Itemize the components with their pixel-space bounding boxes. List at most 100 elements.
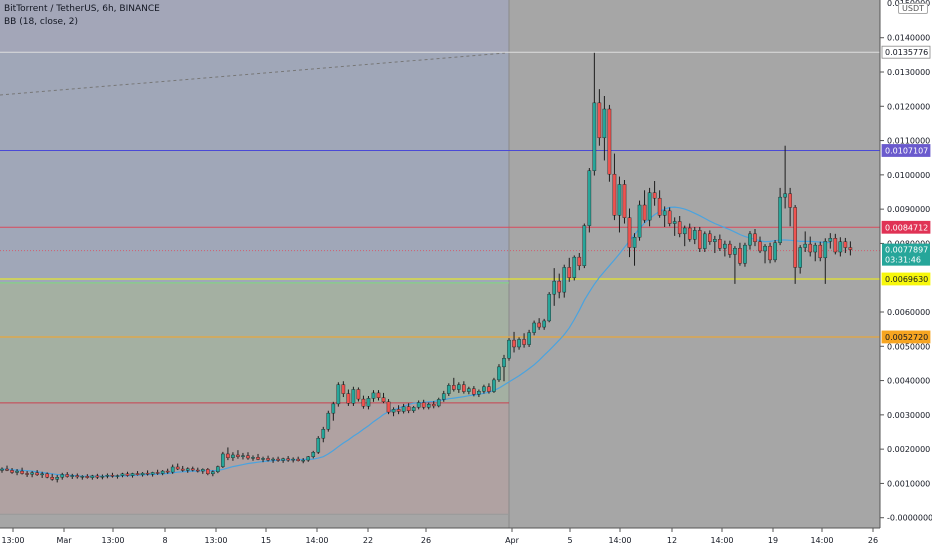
candle-body[interactable] [753, 233, 757, 242]
candle-body[interactable] [216, 466, 220, 472]
candle-body[interactable] [763, 245, 767, 252]
candle-body[interactable] [823, 241, 828, 259]
candle-body[interactable] [662, 210, 667, 216]
candle-body[interactable] [452, 385, 456, 390]
candle-body[interactable] [843, 241, 848, 248]
candle-body[interactable] [542, 320, 546, 328]
candle-body[interactable] [346, 393, 351, 404]
symbol-title[interactable]: BitTorrent / TetherUS, 6h, BINANCE [4, 4, 160, 14]
candle-body[interactable] [396, 409, 401, 412]
candle-body[interactable] [647, 192, 652, 221]
candle-body[interactable] [100, 476, 105, 478]
candle-body[interactable] [135, 473, 140, 476]
candle-body[interactable] [180, 468, 185, 471]
candle-body[interactable] [0, 468, 4, 471]
candle-body[interactable] [462, 384, 466, 392]
candle-body[interactable] [552, 280, 556, 295]
time-axis-bg[interactable] [0, 528, 880, 550]
candle-body[interactable] [512, 339, 516, 348]
candle-body[interactable] [602, 108, 607, 139]
candle-body[interactable] [697, 230, 702, 249]
candle-body[interactable] [828, 238, 833, 242]
candle-body[interactable] [592, 102, 597, 171]
candle-body[interactable] [788, 193, 792, 208]
candle-body[interactable] [150, 472, 155, 475]
current-price-badge[interactable] [882, 243, 930, 266]
candle-body[interactable] [718, 239, 722, 249]
candle-body[interactable] [682, 227, 687, 235]
candle-body[interactable] [306, 456, 311, 461]
candle-body[interactable] [507, 339, 511, 359]
candle-body[interactable] [426, 404, 431, 408]
level-badge[interactable] [881, 220, 931, 234]
candle-body[interactable] [547, 293, 551, 322]
candle-body[interactable] [733, 248, 737, 255]
candle-body[interactable] [65, 474, 70, 477]
candle-body[interactable] [155, 472, 160, 474]
candle-body[interactable] [40, 473, 44, 476]
candle-body[interactable] [562, 267, 567, 293]
candle-body[interactable] [276, 458, 280, 461]
candle-body[interactable] [45, 473, 49, 478]
candle-body[interactable] [236, 454, 240, 457]
candle-body[interactable] [90, 475, 95, 478]
candle-body[interactable] [778, 196, 782, 243]
candle-body[interactable] [401, 406, 406, 412]
candle-body[interactable] [15, 470, 19, 473]
candle-body[interactable] [416, 402, 421, 408]
candle-body[interactable] [261, 458, 265, 460]
candle-body[interactable] [231, 454, 235, 458]
candle-body[interactable] [140, 472, 145, 476]
candle-body[interactable] [281, 458, 285, 461]
level-badge[interactable] [881, 330, 931, 344]
candle-body[interactable] [5, 468, 9, 471]
candle-body[interactable] [80, 476, 85, 478]
candle-body[interactable] [20, 470, 24, 474]
candle-body[interactable] [391, 409, 396, 413]
candle-body[interactable] [477, 391, 481, 395]
candle-body[interactable] [637, 204, 642, 238]
candle-body[interactable] [472, 388, 476, 395]
candle-body[interactable] [703, 233, 707, 249]
candle-body[interactable] [286, 458, 290, 461]
candle-body[interactable] [441, 393, 446, 400]
bb-basis-line[interactable] [1, 206, 831, 477]
candle-body[interactable] [848, 247, 853, 250]
candle-body[interactable] [808, 243, 813, 253]
candle-body[interactable] [582, 225, 587, 266]
candle-body[interactable] [271, 458, 275, 461]
candle-body[interactable] [316, 437, 321, 453]
candle-body[interactable] [75, 475, 80, 478]
candle-body[interactable] [50, 477, 54, 480]
candle-body[interactable] [105, 475, 110, 477]
candle-body[interactable] [713, 239, 717, 242]
candle-body[interactable] [226, 453, 230, 458]
candle-body[interactable] [617, 184, 622, 216]
candle-body[interactable] [160, 470, 165, 474]
candle-body[interactable] [241, 455, 245, 457]
candle-body[interactable] [743, 244, 747, 264]
candle-body[interactable] [326, 412, 331, 430]
candle-body[interactable] [125, 473, 130, 476]
candle-body[interactable] [206, 469, 210, 475]
candle-body[interactable] [492, 379, 496, 392]
candle-body[interactable] [597, 102, 602, 139]
currency-label[interactable]: USDT [898, 3, 928, 14]
candle-body[interactable] [738, 248, 742, 264]
candle-body[interactable] [291, 458, 295, 461]
candle-body[interactable] [687, 227, 692, 240]
candle-body[interactable] [838, 241, 843, 253]
candle-body[interactable] [748, 233, 752, 246]
candle-body[interactable] [341, 384, 346, 394]
level-badge[interactable] [881, 144, 931, 157]
candle-body[interactable] [482, 386, 486, 392]
candle-body[interactable] [758, 241, 762, 252]
candle-body[interactable] [793, 207, 797, 268]
candle-body[interactable] [567, 267, 572, 278]
candle-body[interactable] [10, 470, 14, 473]
trend-line[interactable] [0, 52, 506, 96]
candle-body[interactable] [587, 170, 592, 226]
candle-body[interactable] [522, 339, 526, 345]
candle-body[interactable] [431, 404, 436, 407]
